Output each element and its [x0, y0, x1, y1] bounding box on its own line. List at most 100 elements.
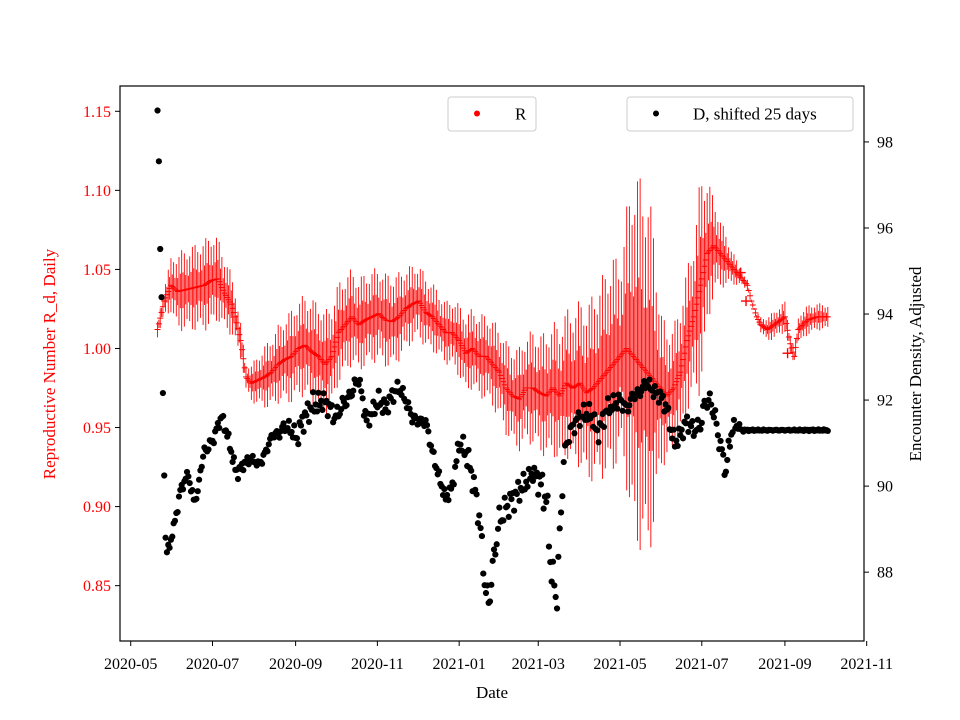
d-point [724, 456, 731, 464]
d-point [612, 400, 620, 407]
d-point [543, 498, 550, 506]
d-point [500, 517, 507, 524]
d-point [583, 410, 590, 417]
d-point [457, 441, 464, 448]
plot-frame [119, 85, 865, 642]
d-point [159, 389, 166, 397]
d-point [697, 426, 704, 433]
d-point [470, 473, 478, 481]
d-point [474, 520, 482, 527]
d-point [166, 544, 173, 551]
d-point [158, 294, 165, 301]
d-point [350, 387, 357, 394]
d-point [406, 405, 413, 412]
d-point [600, 423, 608, 431]
left-tick-label: 0.95 [83, 420, 111, 437]
d-point [371, 410, 378, 418]
d-point [366, 422, 373, 429]
d-point [303, 412, 310, 419]
d-point [293, 435, 301, 442]
d-point [297, 422, 305, 429]
d-point [730, 416, 738, 424]
x-tick-label: 2021-01 [432, 656, 485, 673]
d-point [515, 478, 522, 485]
d-point [435, 468, 443, 475]
d-point [544, 492, 551, 499]
d-point [445, 497, 452, 504]
d-point [423, 422, 431, 429]
left-tick-label: 1.15 [83, 104, 111, 121]
d-point [276, 434, 283, 441]
d-point [390, 398, 397, 406]
d-series-layer [154, 107, 831, 612]
d-point [571, 430, 578, 437]
d-point [489, 557, 496, 564]
right-tick-label: 90 [877, 479, 893, 496]
x-tick-label: 2020-07 [186, 656, 239, 673]
d-point [557, 509, 565, 516]
d-point [736, 420, 743, 428]
d-point [710, 414, 717, 421]
d-point [258, 460, 266, 467]
left-axis-label: Reproductive Number R_d, Daily [40, 248, 59, 479]
right-tick-label: 96 [877, 220, 893, 237]
d-point [328, 402, 335, 409]
d-point [409, 419, 416, 426]
d-point [288, 428, 295, 436]
d-point [452, 463, 459, 470]
d-point [540, 505, 547, 512]
d-point [313, 408, 321, 415]
d-point [511, 507, 518, 514]
d-point [399, 384, 406, 392]
d-point [450, 481, 457, 488]
d-point [687, 423, 695, 430]
d-point [619, 407, 626, 414]
d-point [722, 468, 730, 475]
d-point [655, 399, 662, 406]
d-point [225, 430, 232, 437]
d-point [394, 378, 401, 385]
d-point [508, 496, 515, 503]
d-point [185, 473, 192, 480]
d-point [594, 427, 601, 434]
d-point [708, 401, 715, 408]
d-point [169, 533, 176, 540]
x-tick-label: 2021-03 [512, 656, 565, 673]
d-point [486, 598, 494, 605]
d-point [626, 402, 633, 409]
d-point [659, 392, 667, 399]
x-tick-label: 2021-05 [593, 656, 646, 673]
d-point [249, 452, 256, 460]
d-point [205, 446, 212, 453]
x-tick-label: 2021-11 [840, 656, 893, 673]
d-point [494, 525, 502, 532]
legend-r-label: R [515, 105, 527, 124]
d-point [673, 437, 680, 444]
d-point [234, 475, 242, 483]
legend-d-marker [653, 110, 659, 117]
left-tick-label: 0.85 [83, 578, 111, 595]
d-point [265, 441, 272, 448]
x-tick-label: 2021-07 [675, 656, 728, 673]
r-series-layer [154, 178, 831, 551]
d-point [422, 416, 429, 424]
right-tick-label: 92 [877, 393, 893, 410]
d-point [200, 453, 207, 460]
x-axis-ticks: 2020-05 2020-07 2020-09 2020-11 2021-01 2021-… [104, 641, 893, 673]
d-point [678, 426, 685, 433]
d-point [683, 413, 691, 420]
d-point [240, 467, 247, 474]
d-point [670, 426, 677, 433]
d-point [505, 513, 512, 520]
x-axis-label: Date [476, 683, 508, 702]
d-point [535, 491, 542, 498]
d-point [319, 406, 326, 414]
d-point [161, 472, 168, 479]
d-point [624, 408, 632, 415]
d-point [529, 477, 536, 485]
d-point [478, 532, 486, 540]
d-point [480, 570, 487, 577]
d-point [336, 410, 343, 418]
d-point [285, 417, 293, 424]
d-point [284, 424, 291, 432]
